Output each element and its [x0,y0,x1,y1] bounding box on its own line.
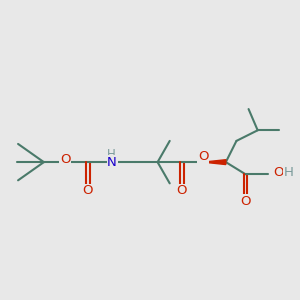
Text: O: O [82,184,93,197]
Text: O: O [273,166,283,179]
Polygon shape [203,160,226,165]
Text: O: O [198,150,208,163]
Text: H: H [107,148,116,161]
Text: O: O [240,195,251,208]
Text: H: H [284,166,293,179]
Text: O: O [60,153,70,166]
Text: N: N [107,156,117,169]
Text: O: O [177,184,187,197]
